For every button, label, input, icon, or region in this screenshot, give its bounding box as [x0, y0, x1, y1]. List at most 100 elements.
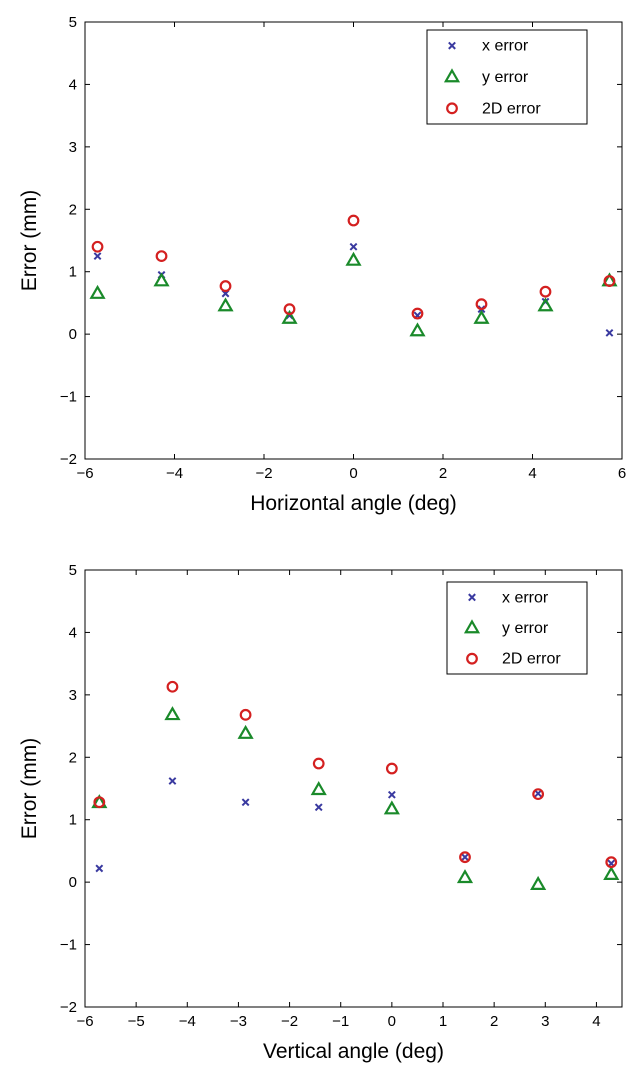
- series-x-error: [95, 777, 616, 873]
- y-tick-label: −2: [60, 999, 77, 1016]
- x-tick-label: 4: [528, 465, 536, 482]
- data-point: [93, 796, 106, 809]
- data-point: [411, 307, 424, 320]
- data-point: [456, 869, 474, 884]
- x-tick-label: −6: [76, 465, 93, 482]
- legend: x error y error 2D error: [426, 29, 588, 125]
- y-tick-label: 5: [69, 562, 77, 579]
- data-point: [345, 251, 362, 266]
- y-tick-label: −1: [60, 389, 77, 406]
- data-point: [605, 856, 618, 869]
- x-axis-label: Vertical angle (deg): [263, 1040, 444, 1063]
- data-point: [93, 252, 102, 261]
- data-point: [314, 803, 323, 812]
- data-point: [605, 328, 614, 337]
- data-point: [164, 706, 181, 721]
- legend-entry: 2D error: [482, 100, 541, 117]
- y-tick-label: 3: [69, 139, 77, 156]
- y-tick-label: 0: [69, 326, 77, 343]
- x-tick-label: −5: [128, 1013, 145, 1030]
- legend-marker: [448, 41, 456, 50]
- data-point: [387, 790, 396, 799]
- data-point: [530, 875, 547, 890]
- legend: x error y error 2D error: [446, 581, 588, 675]
- data-point: [475, 298, 488, 311]
- data-point: [281, 309, 298, 324]
- legend-entry: x error: [482, 38, 529, 55]
- data-point: [312, 757, 325, 770]
- data-point: [539, 285, 552, 298]
- x-tick-label: 6: [618, 465, 626, 482]
- series-2d-error: [93, 680, 618, 869]
- y-tick-label: 3: [69, 687, 77, 704]
- y-axis-label: Error (mm): [18, 190, 41, 291]
- x-tick-label: 2: [490, 1013, 498, 1030]
- data-point: [95, 864, 104, 873]
- x-tick-label: −4: [179, 1013, 196, 1030]
- x-tick-label: −2: [281, 1013, 298, 1030]
- legend-marker: [443, 68, 461, 83]
- x-tick-label: −6: [76, 1013, 93, 1030]
- y-tick-label: 2: [69, 201, 77, 218]
- x-tick-label: −2: [255, 465, 272, 482]
- data-point: [241, 798, 250, 807]
- data-point: [283, 303, 296, 316]
- y-axis-label: Error (mm): [18, 738, 41, 839]
- y-tick-label: 1: [69, 264, 77, 281]
- chart-vertical-angle: −6 −5 −4 −3 −2 −1 0 1 2 3 4 −2 −1 0 1 2 3 4 5 Vertical angl…: [18, 562, 623, 1063]
- x-tick-label: −3: [230, 1013, 247, 1030]
- data-point: [310, 781, 327, 796]
- data-point: [153, 272, 170, 287]
- x-tick-label: −4: [166, 465, 183, 482]
- data-point: [237, 724, 254, 739]
- data-point: [155, 250, 168, 263]
- legend-entry: x error: [502, 589, 549, 606]
- data-point: [91, 240, 104, 253]
- legend-marker: [468, 593, 476, 602]
- series-y-error: [89, 251, 618, 337]
- data-point: [349, 242, 358, 251]
- x-tick-label: 4: [592, 1013, 600, 1030]
- x-tick-label: 0: [349, 465, 357, 482]
- x-axis-label: Horizontal angle (deg): [250, 492, 457, 515]
- data-point: [409, 322, 426, 337]
- y-tick-label: 4: [69, 624, 77, 641]
- data-point: [168, 777, 177, 785]
- x-tick-label: 3: [541, 1013, 549, 1030]
- y-tick-label: 5: [69, 14, 77, 31]
- y-tick-label: −2: [60, 451, 77, 468]
- data-point: [534, 789, 543, 798]
- legend-marker: [463, 619, 481, 634]
- data-point: [459, 851, 471, 864]
- data-point: [239, 708, 252, 721]
- y-tick-label: 4: [69, 76, 77, 93]
- x-tick-label: 1: [439, 1013, 447, 1030]
- data-point: [473, 309, 490, 324]
- data-point: [219, 280, 232, 292]
- y-tick-label: 0: [69, 874, 77, 891]
- data-point: [603, 865, 620, 880]
- data-point: [537, 297, 554, 312]
- data-point: [385, 762, 398, 775]
- data-point: [166, 680, 179, 693]
- y-tick-label: 1: [69, 812, 77, 829]
- x-tick-label: 0: [388, 1013, 396, 1030]
- y-tick-label: −1: [60, 937, 77, 954]
- legend-box: [426, 29, 588, 125]
- data-point: [461, 853, 469, 862]
- legend-entry: y error: [502, 620, 549, 637]
- legend-marker: [466, 652, 478, 665]
- y-tick-label: 2: [69, 749, 77, 766]
- data-point: [532, 788, 545, 801]
- x-tick-label: −1: [332, 1013, 349, 1030]
- legend-entry: y error: [482, 69, 529, 86]
- legend-entry: 2D error: [502, 651, 561, 668]
- data-point: [347, 214, 360, 227]
- chart-horizontal-angle: −6 −4 −2 0 2 4 6 −2 −1 0 1 2 3 4 5 Horizontal angle (de…: [18, 14, 626, 515]
- x-tick-label: 2: [439, 465, 447, 482]
- data-point: [89, 284, 106, 299]
- legend-box: [446, 581, 588, 675]
- series-2d-error: [91, 214, 616, 320]
- data-point: [383, 800, 400, 815]
